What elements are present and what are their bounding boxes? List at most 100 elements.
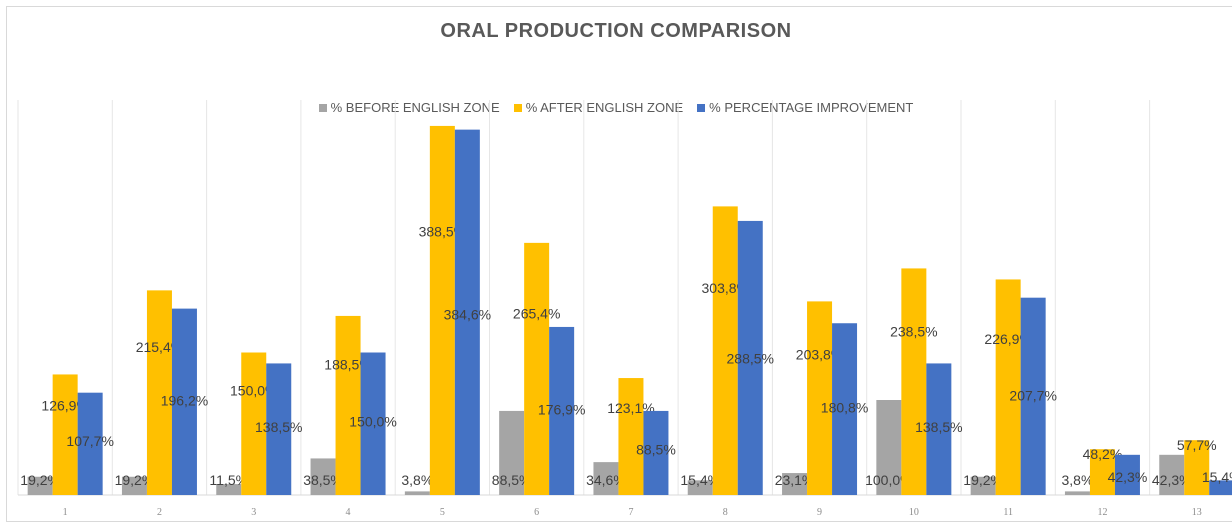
data-label-after-6: 265,4%	[513, 306, 560, 322]
data-label-before-2: 19,2%	[115, 472, 155, 488]
bar-before-8	[687, 480, 713, 495]
x-tick-label-1: 1	[63, 507, 68, 518]
legend-swatch-before	[318, 103, 327, 112]
x-tick-label-3: 3	[251, 507, 256, 518]
data-label-after-2: 215,4%	[136, 339, 183, 355]
bar-before-12	[1064, 491, 1090, 495]
legend-label-improvement: % PERCENTAGE IMPROVEMENT	[709, 100, 914, 115]
data-label-improvement-10: 138,5%	[915, 419, 962, 435]
bar-after-10	[901, 268, 927, 495]
bar-before-1	[27, 476, 53, 495]
legend-item-improvement: % PERCENTAGE IMPROVEMENT	[697, 100, 913, 115]
data-label-improvement-13: 15,4%	[1202, 469, 1232, 485]
bar-improvement-8	[737, 220, 763, 496]
data-label-before-12: 3,8%	[1061, 472, 1093, 488]
bar-after-3	[241, 352, 267, 495]
data-label-after-7: 123,1%	[607, 400, 654, 416]
data-label-before-13: 42,3%	[1152, 472, 1192, 488]
bar-improvement-9	[832, 323, 858, 495]
x-tick-label-5: 5	[440, 507, 445, 518]
data-label-after-4: 188,5%	[324, 357, 371, 373]
x-tick-label-6: 6	[534, 507, 539, 518]
x-tick-label-12: 12	[1097, 507, 1107, 518]
bar-before-3	[216, 484, 242, 495]
bar-after-4	[335, 315, 361, 495]
bar-after-1	[52, 374, 78, 495]
legend-swatch-improvement	[697, 103, 706, 112]
bar-improvement-10	[926, 363, 952, 495]
bar-improvement-6	[549, 326, 575, 495]
bar-after-7	[618, 378, 644, 495]
legend-item-before: % BEFORE ENGLISH ZONE	[318, 100, 500, 115]
data-label-improvement-8: 288,5%	[727, 350, 774, 366]
data-label-before-11: 19,2%	[963, 472, 1003, 488]
legend-label-before: % BEFORE ENGLISH ZONE	[330, 100, 500, 115]
data-label-before-6: 88,5%	[492, 472, 532, 488]
bar-after-6	[524, 242, 550, 495]
data-label-after-9: 203,8%	[796, 346, 843, 362]
legend-swatch-after	[513, 103, 522, 112]
x-tick-label-11: 11	[1003, 507, 1013, 518]
bar-after-5	[429, 125, 455, 496]
data-label-before-10: 100,0%	[865, 472, 912, 488]
bar-after-8	[712, 206, 738, 495]
data-label-improvement-3: 138,5%	[255, 419, 302, 435]
data-label-before-3: 11,5%	[209, 472, 248, 488]
bar-after-11	[995, 279, 1021, 495]
bar-improvement-4	[360, 352, 386, 495]
data-label-after-12: 48,2%	[1083, 446, 1123, 462]
bar-before-5	[404, 491, 430, 495]
bar-after-2	[146, 290, 172, 495]
x-tick-label-7: 7	[628, 507, 633, 518]
x-tick-label-2: 2	[157, 507, 162, 518]
legend-item-after: % AFTER ENGLISH ZONE	[513, 100, 684, 115]
data-label-improvement-4: 150,0%	[349, 414, 396, 430]
bar-before-7	[593, 462, 619, 495]
bar-before-13	[1159, 454, 1185, 495]
data-label-improvement-11: 207,7%	[1009, 387, 1056, 403]
bar-after-12	[1089, 449, 1115, 495]
data-label-improvement-5: 384,6%	[444, 307, 491, 323]
data-label-improvement-1: 107,7%	[66, 433, 113, 449]
bar-before-9	[782, 473, 808, 495]
data-label-after-10: 238,5%	[890, 323, 937, 339]
bar-improvement-7	[643, 410, 669, 495]
x-tick-label-9: 9	[817, 507, 822, 518]
bar-before-6	[499, 410, 525, 495]
data-label-before-9: 23,1%	[775, 472, 815, 488]
bar-before-10	[876, 400, 902, 495]
data-label-after-1: 126,9%	[41, 398, 88, 414]
bar-improvement-13	[1209, 480, 1232, 495]
data-label-after-8: 303,8%	[702, 280, 749, 296]
bar-before-2	[121, 476, 147, 495]
bar-improvement-5	[454, 129, 480, 495]
chart-title: ORAL PRODUCTION COMPARISON	[440, 20, 792, 42]
data-label-improvement-9: 180,8%	[821, 400, 868, 416]
bar-improvement-11	[1020, 297, 1046, 495]
x-tick-label-4: 4	[346, 507, 351, 518]
data-label-after-3: 150,0%	[230, 382, 277, 398]
data-label-improvement-7: 88,5%	[636, 442, 676, 458]
bar-improvement-2	[171, 308, 197, 495]
data-label-after-13: 57,7%	[1177, 437, 1217, 453]
x-tick-label-10: 10	[909, 507, 919, 518]
x-tick-label-13: 13	[1192, 507, 1202, 518]
legend-label-after: % AFTER ENGLISH ZONE	[525, 100, 684, 115]
data-label-improvement-2: 196,2%	[161, 393, 208, 409]
bar-after-13	[1184, 440, 1210, 495]
data-label-before-1: 19,2%	[20, 472, 60, 488]
bar-before-4	[310, 458, 336, 495]
bar-improvement-3	[266, 363, 292, 495]
bar-improvement-12	[1114, 454, 1140, 495]
data-label-before-8: 15,4%	[680, 472, 720, 488]
data-label-before-4: 38,5%	[303, 472, 343, 488]
data-label-improvement-6: 176,9%	[538, 401, 585, 417]
data-label-before-7: 34,6%	[586, 472, 626, 488]
bar-before-11	[970, 476, 996, 495]
chart-legend: % BEFORE ENGLISH ZONE % AFTER ENGLISH ZO…	[0, 100, 1232, 115]
bar-after-9	[807, 301, 833, 495]
data-label-improvement-12: 42,3%	[1108, 469, 1148, 485]
data-label-before-5: 3,8%	[401, 472, 433, 488]
data-label-after-11: 226,9%	[984, 331, 1031, 347]
